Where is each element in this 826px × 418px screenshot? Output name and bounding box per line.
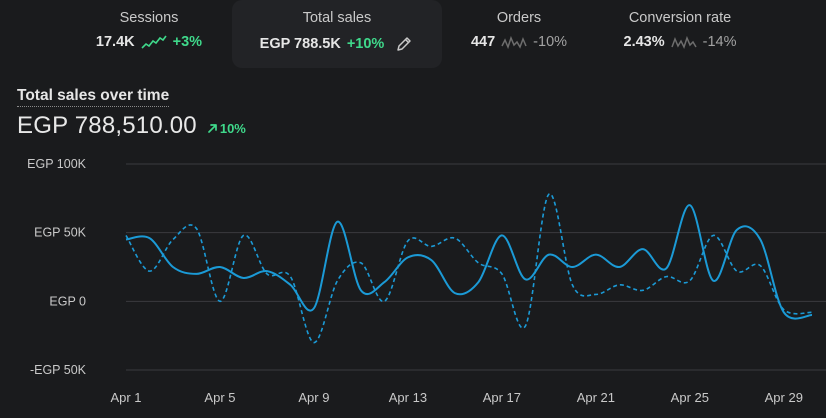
x-axis-tick-label: Apr 9 bbox=[298, 390, 329, 405]
comparison-period-line[interactable] bbox=[125, 193, 813, 344]
y-axis-tick-label: EGP 0 bbox=[49, 294, 86, 308]
x-axis-tick-label: Apr 25 bbox=[671, 390, 709, 405]
metric-label: Sessions bbox=[119, 10, 179, 26]
metric-value: EGP 788.5K bbox=[259, 36, 341, 52]
metric-delta: +3% bbox=[172, 34, 203, 50]
current-period-line[interactable] bbox=[125, 204, 813, 320]
metric-orders[interactable]: Orders 447 -10% bbox=[450, 0, 588, 68]
x-axis-tick-label: Apr 13 bbox=[389, 390, 427, 405]
x-axis-tick-label: Apr 5 bbox=[204, 390, 235, 405]
metric-delta: -14% bbox=[702, 34, 737, 50]
total-sales-delta: 10% bbox=[207, 121, 246, 136]
sparkline-icon bbox=[501, 34, 527, 50]
metric-label: Conversion rate bbox=[628, 10, 732, 26]
x-axis-tick-label: Apr 17 bbox=[483, 390, 521, 405]
metric-conversion-rate[interactable]: Conversion rate 2.43% -14% bbox=[600, 0, 760, 68]
metric-total-sales[interactable]: Total sales EGP 788.5K +10% bbox=[232, 0, 442, 68]
x-axis-tick-label: Apr 29 bbox=[765, 390, 803, 405]
y-axis-tick-label: -EGP 50K bbox=[30, 363, 87, 377]
sparkline-up-icon bbox=[141, 34, 167, 50]
metrics-bar: Sessions 17.4K +3% Total sales EGP 788.5… bbox=[0, 0, 826, 70]
metric-label: Orders bbox=[496, 10, 542, 26]
metric-sessions[interactable]: Sessions 17.4K +3% bbox=[78, 0, 220, 68]
x-axis-tick-label: Apr 1 bbox=[110, 390, 141, 405]
chart-title[interactable]: Total sales over time bbox=[17, 87, 170, 107]
metric-delta: -10% bbox=[533, 34, 568, 50]
y-axis-tick-label: EGP 50K bbox=[34, 226, 87, 240]
pencil-icon[interactable] bbox=[394, 34, 414, 54]
metric-value: 2.43% bbox=[623, 34, 665, 50]
metric-delta: +10% bbox=[346, 36, 385, 52]
total-sales-delta-value: 10% bbox=[219, 120, 246, 136]
arrow-up-right-icon bbox=[207, 123, 217, 133]
total-sales-value: EGP 788,510.00 bbox=[17, 112, 197, 139]
sales-line-chart[interactable]: EGP 100K EGP 50K EGP 0 -EGP 50K Apr 1 Apr 5 Ap… bbox=[0, 150, 826, 418]
sparkline-icon bbox=[670, 34, 697, 50]
metric-label: Total sales bbox=[302, 10, 372, 26]
metric-value: 17.4K bbox=[95, 34, 135, 50]
x-axis-tick-label: Apr 21 bbox=[577, 390, 615, 405]
y-axis-tick-label: EGP 100K bbox=[27, 157, 87, 171]
metric-value: 447 bbox=[470, 34, 496, 50]
